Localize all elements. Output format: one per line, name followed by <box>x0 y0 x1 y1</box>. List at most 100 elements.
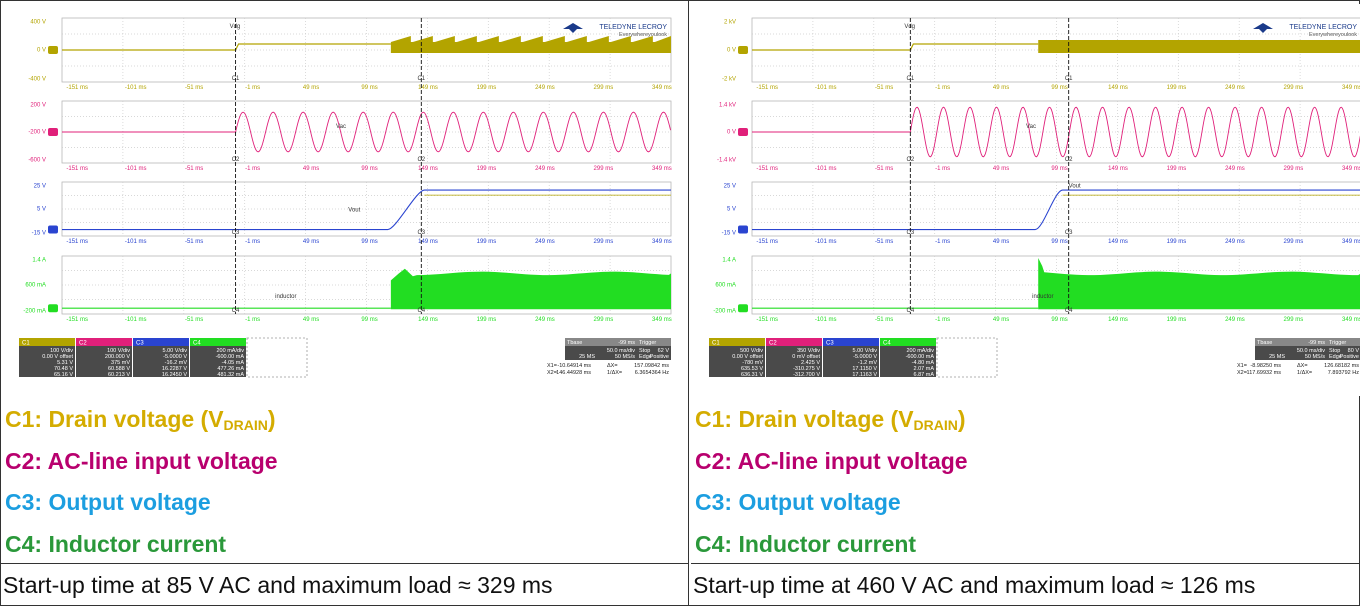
y-axis-label: 0 V <box>37 48 46 54</box>
x-axis-label: 299 ms <box>1284 85 1304 91</box>
x-axis-label: 349 ms <box>652 239 672 245</box>
y-axis-label: 600 mA <box>715 283 736 289</box>
x-axis-label: 299 ms <box>594 166 614 172</box>
y-axis-label: -200 mA <box>23 309 46 315</box>
channel-box-name: C2 <box>79 341 87 347</box>
trace-label: Vac <box>336 124 346 130</box>
legend-line: C2: AC-line input voltage <box>695 448 968 475</box>
x-axis-label: 149 ms <box>1108 166 1128 172</box>
channel-box-name: C4 <box>883 341 891 347</box>
x-axis-label: -51 ms <box>875 166 893 172</box>
x-axis-label: -51 ms <box>185 239 203 245</box>
y-axis-label: 0 V <box>727 130 736 136</box>
channel-box-name: C3 <box>826 341 834 347</box>
panel-column: 400 V0 V-400 V-151 ms-101 ms-51 ms-1 ms4… <box>1 1 688 605</box>
cursor-readout: 7.893792 Hz <box>1328 370 1359 376</box>
y-axis-label: -600 V <box>28 158 46 164</box>
x-axis-label: 249 ms <box>1225 85 1245 91</box>
y-axis-label: 600 mA <box>25 283 46 289</box>
x-axis-label: -1 ms <box>245 85 260 91</box>
x-axis-label: 199 ms <box>477 239 497 245</box>
cursor-readout: 126.68182 ms <box>1324 363 1359 369</box>
x-axis-label: 199 ms <box>477 85 497 91</box>
x-axis-label: 249 ms <box>1225 317 1245 323</box>
channel-box-value: 65.16 V <box>54 372 73 378</box>
x-axis-label: 299 ms <box>1284 317 1304 323</box>
page: 400 V0 V-400 V-151 ms-101 ms-51 ms-1 ms4… <box>0 0 1360 606</box>
legend-text: C1: Drain voltage (V <box>695 406 914 432</box>
x-axis-label: 249 ms <box>1225 166 1245 172</box>
x-axis-label: -101 ms <box>815 317 837 323</box>
x-axis-label: 199 ms <box>1167 85 1187 91</box>
channel-box-value: 6.87 mA <box>914 372 935 378</box>
y-axis-label: -15 V <box>32 231 46 237</box>
x-axis-label: 349 ms <box>652 85 672 91</box>
x-axis-label: -51 ms <box>185 85 203 91</box>
y-axis-label: -2 kV <box>722 77 736 83</box>
channel-box-value: 636.31 V <box>741 372 763 378</box>
x-axis-label: -1 ms <box>935 239 950 245</box>
x-axis-label: -101 ms <box>815 85 837 91</box>
y-axis-label: 1.4 kV <box>719 103 736 109</box>
channel-marker <box>738 46 748 54</box>
caption: Start-up time at 85 V AC and maximum loa… <box>1 563 688 606</box>
brand-name: TELEDYNE LECROY <box>1289 24 1357 31</box>
x-axis-label: -101 ms <box>125 317 147 323</box>
legend-text-tail: ) <box>958 406 966 432</box>
channel-box-value: -312.700 V <box>793 372 820 378</box>
x-axis-label: -1 ms <box>245 239 260 245</box>
x-axis-label: 349 ms <box>652 166 672 172</box>
x-axis-label: -151 ms <box>66 166 88 172</box>
brand-tagline: Everywhereyoulook <box>619 32 667 38</box>
cursor-readout: -8.98250 ms <box>1250 363 1281 369</box>
timebase-header-text: Trigger <box>1329 340 1346 346</box>
x-axis-label: -51 ms <box>875 239 893 245</box>
y-axis-label: 1.4 A <box>722 258 736 264</box>
x-axis-label: -1 ms <box>935 166 950 172</box>
cursor-readout: -10.64914 ms <box>557 363 591 369</box>
x-axis-label: -101 ms <box>125 85 147 91</box>
channel-box-value: 481.32 mA <box>217 372 244 378</box>
x-axis-label: 49 ms <box>303 85 319 91</box>
x-axis-label: 199 ms <box>477 166 497 172</box>
timebase-header-text: Trigger <box>639 340 656 346</box>
channel-box-name: C2 <box>769 341 777 347</box>
channel-box-name: C3 <box>136 341 144 347</box>
channel-box-value: 17.1163 V <box>852 372 877 378</box>
x-axis-label: -151 ms <box>66 85 88 91</box>
trace-label: inductor <box>275 294 296 300</box>
channel-marker <box>48 128 58 136</box>
x-axis-label: 149 ms <box>1108 239 1128 245</box>
channel-box-name: C1 <box>22 341 30 347</box>
cursor-readout: 1/ΔX= <box>607 370 622 376</box>
timebase-value: Positive <box>650 354 669 360</box>
legend-text: C2: AC-line input voltage <box>695 448 968 474</box>
x-axis-label: -101 ms <box>125 239 147 245</box>
y-axis-label: 5 V <box>37 207 46 213</box>
trace-c4-band <box>391 269 671 309</box>
legend-line: C1: Drain voltage (VDRAIN) <box>695 406 966 433</box>
x-axis-label: 99 ms <box>361 239 377 245</box>
timebase-value: Positive <box>1340 354 1359 360</box>
x-axis-label: -151 ms <box>756 317 778 323</box>
y-axis-label: 1.4 A <box>32 258 46 264</box>
x-axis-label: 249 ms <box>535 85 555 91</box>
x-axis-label: 149 ms <box>1108 317 1128 323</box>
x-axis-label: 99 ms <box>1051 239 1067 245</box>
timebase-value: 50 MS/s <box>1305 354 1325 360</box>
panel-column: 2 kV0 V-2 kV-151 ms-101 ms-51 ms-1 ms49 … <box>691 1 1359 605</box>
x-axis-label: 49 ms <box>993 239 1009 245</box>
cursor-readout: 1/ΔX= <box>1297 370 1312 376</box>
y-axis-label: -1.4 kV <box>717 158 736 164</box>
x-axis-label: 149 ms <box>1108 85 1128 91</box>
x-axis-label: 99 ms <box>1051 85 1067 91</box>
legend-line: C4: Inductor current <box>5 531 226 558</box>
channel-marker <box>48 304 58 312</box>
x-axis-label: 299 ms <box>1284 166 1304 172</box>
x-axis-label: 49 ms <box>993 85 1009 91</box>
x-axis-label: 149 ms <box>418 317 438 323</box>
legend-text: C4: Inductor current <box>5 531 226 557</box>
x-axis-label: -1 ms <box>935 85 950 91</box>
x-axis-label: 199 ms <box>1167 317 1187 323</box>
